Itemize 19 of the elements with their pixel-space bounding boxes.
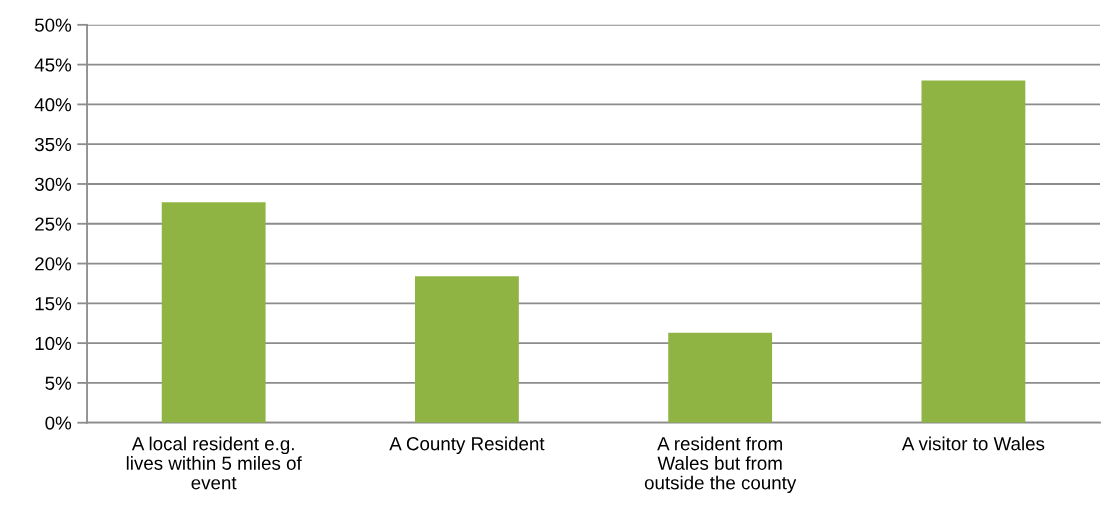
y-tick-label: 45% bbox=[34, 58, 72, 72]
y-tick-label: 15% bbox=[35, 297, 72, 311]
x-tick-label: A visitor to Wales bbox=[901, 436, 1045, 451]
x-tick-label: A resident from Wales but from outside the county bbox=[644, 436, 797, 494]
bar bbox=[921, 80, 1026, 423]
y-tick-label: 30% bbox=[34, 177, 72, 191]
y-tick-label: 5% bbox=[45, 376, 72, 390]
bar bbox=[161, 202, 266, 423]
bar bbox=[668, 332, 773, 423]
y-tick-label: 25% bbox=[35, 217, 72, 231]
y-tick-label: 10% bbox=[35, 336, 72, 351]
y-tick-label: 35% bbox=[34, 137, 72, 152]
y-tick-label: 20% bbox=[35, 257, 72, 271]
y-tick-label: 0% bbox=[45, 416, 72, 430]
y-tick-label: 40% bbox=[34, 98, 72, 112]
y-tick-label: 50% bbox=[34, 18, 72, 32]
x-tick-label: A County Resident bbox=[389, 436, 545, 455]
bar bbox=[415, 276, 519, 423]
x-tick-label: A local resident e.g. lives within 5 miles of event bbox=[126, 436, 302, 490]
